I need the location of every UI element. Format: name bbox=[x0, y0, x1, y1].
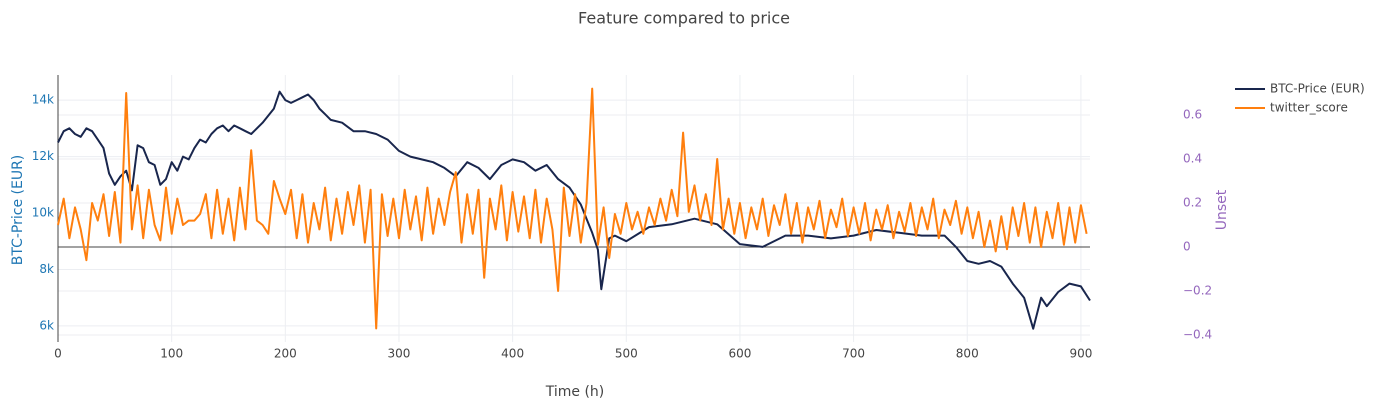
y-tick-label: 10k bbox=[32, 206, 54, 220]
x-tick-label: 0 bbox=[54, 347, 62, 361]
y2-tick-label: −0.4 bbox=[1183, 327, 1212, 341]
x-tick-label: 700 bbox=[842, 347, 865, 361]
x-tick-label: 800 bbox=[956, 347, 979, 361]
y2-tick-label: −0.2 bbox=[1183, 283, 1212, 297]
x-tick-label: 500 bbox=[615, 347, 638, 361]
y-tick-label: 8k bbox=[39, 262, 54, 276]
series-line bbox=[57, 87, 1088, 330]
y2-tick-label: 0 bbox=[1183, 239, 1191, 253]
y2-axis-title: Unset bbox=[1214, 189, 1230, 230]
y2-tick-label: 0.4 bbox=[1183, 152, 1202, 166]
x-tick-label: 900 bbox=[1069, 347, 1092, 361]
y-tick-label: 14k bbox=[32, 93, 54, 107]
legend-label: BTC-Price (EUR) bbox=[1270, 82, 1365, 96]
y-axis-title: BTC-Price (EUR) bbox=[10, 155, 26, 266]
x-tick-label: 200 bbox=[274, 347, 297, 361]
y-tick-label: 12k bbox=[32, 149, 54, 163]
legend-label: twitter_score bbox=[1270, 101, 1348, 115]
x-axis-title: Time (h) bbox=[545, 384, 605, 400]
y2-tick-label: 0.6 bbox=[1183, 108, 1202, 122]
x-tick-label: 400 bbox=[501, 347, 524, 361]
x-tick-label: 600 bbox=[728, 347, 751, 361]
chart-title: Feature compared to price bbox=[578, 9, 790, 28]
y2-tick-label: 0.2 bbox=[1183, 196, 1202, 210]
x-tick-label: 100 bbox=[160, 347, 183, 361]
y-tick-label: 6k bbox=[39, 318, 54, 332]
x-tick-label: 300 bbox=[388, 347, 411, 361]
